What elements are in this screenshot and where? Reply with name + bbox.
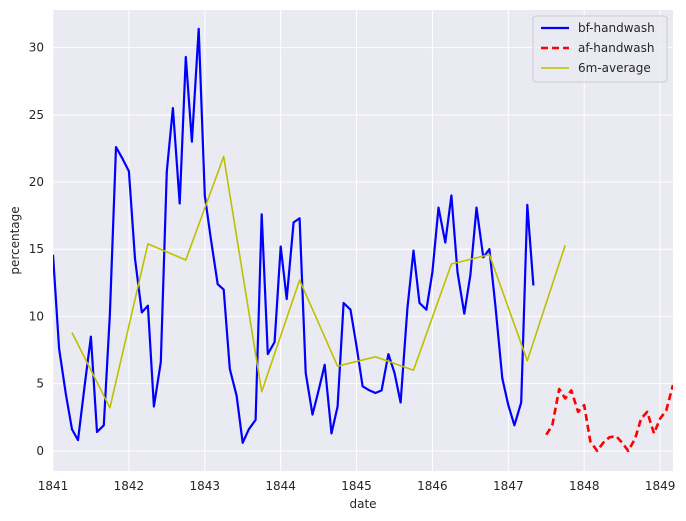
series-line-af-handwash xyxy=(545,384,673,453)
y-axis-ticks: 0 5 10 15 20 25 30 xyxy=(29,41,44,458)
legend-label: 6m-average xyxy=(578,61,651,75)
y-tick-label: 20 xyxy=(29,175,44,189)
x-tick-label: 1847 xyxy=(493,479,524,493)
x-tick-label: 1844 xyxy=(265,479,296,493)
series-layer xyxy=(53,27,673,453)
y-tick-label: 30 xyxy=(29,41,44,55)
legend: bf-handwash af-handwash 6m-average xyxy=(532,15,668,83)
y-tick-label: 10 xyxy=(29,309,44,323)
y-tick-label: 15 xyxy=(29,242,44,256)
series-line-6m-average xyxy=(71,155,566,409)
x-axis-label: date xyxy=(349,497,376,511)
x-tick-label: 1848 xyxy=(569,479,600,493)
x-tick-label: 1843 xyxy=(190,479,221,493)
x-tick-label: 1841 xyxy=(38,479,69,493)
x-tick-label: 1842 xyxy=(114,479,145,493)
y-tick-label: 25 xyxy=(29,108,44,122)
x-axis-ticks: 1841 1842 1843 1844 1845 1846 1847 1848 1849 xyxy=(38,479,676,493)
x-tick-label: 1845 xyxy=(341,479,372,493)
y-axis-label: percentage xyxy=(8,206,22,274)
legend-box xyxy=(532,15,668,83)
x-tick-label: 1846 xyxy=(417,479,448,493)
y-tick-label: 0 xyxy=(36,444,44,458)
legend-label: af-handwash xyxy=(578,41,654,55)
series-line-bf-handwash xyxy=(53,27,535,444)
x-tick-label: 1849 xyxy=(645,479,676,493)
legend-label: bf-handwash xyxy=(578,21,655,35)
y-tick-label: 5 xyxy=(36,377,44,391)
